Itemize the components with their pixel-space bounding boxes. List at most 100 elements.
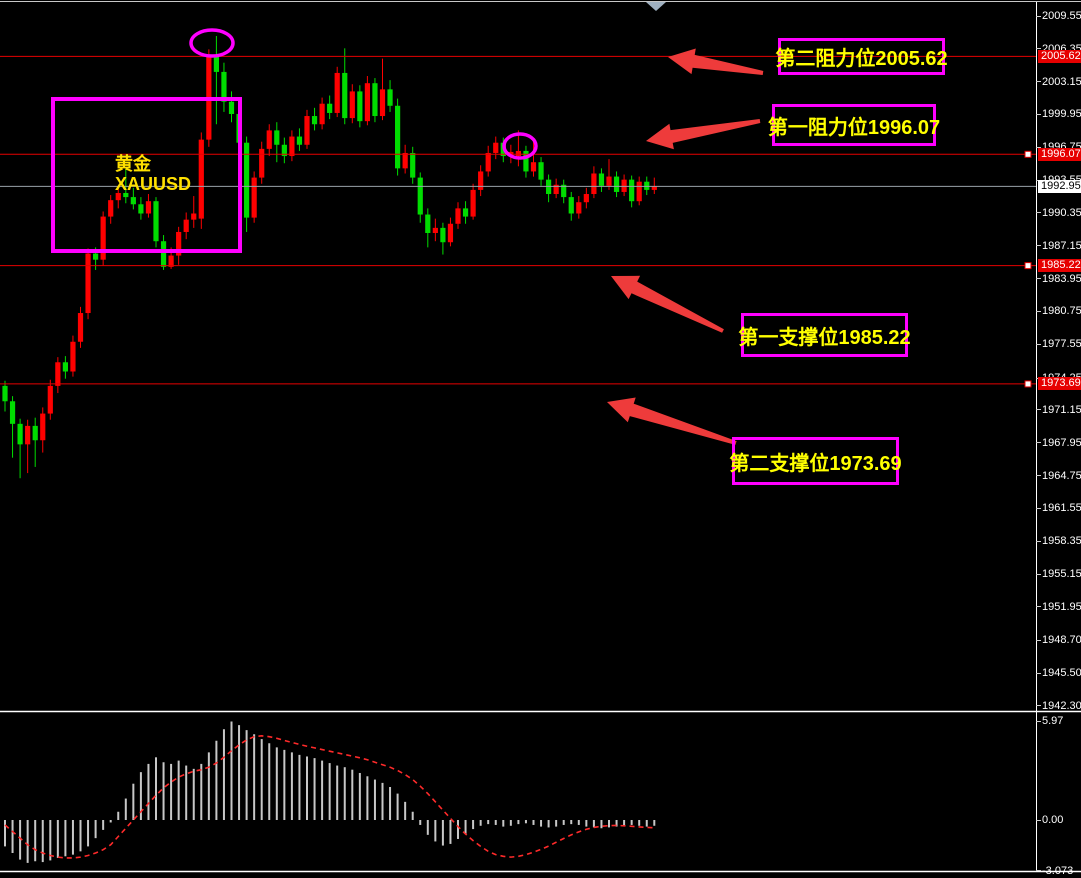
candle-up bbox=[198, 139, 204, 219]
macd-signal-line bbox=[4, 735, 655, 859]
candle-up bbox=[304, 116, 310, 145]
candle-up bbox=[530, 162, 537, 172]
candle-down bbox=[296, 136, 303, 145]
candle-up bbox=[455, 208, 461, 224]
candle-down bbox=[425, 214, 431, 233]
candle-up bbox=[432, 227, 438, 233]
candle-down bbox=[153, 201, 159, 242]
candle-up bbox=[349, 91, 355, 119]
candle-up bbox=[470, 189, 476, 217]
candle-down bbox=[2, 385, 8, 402]
label-resistance1[interactable]: 第一阻力位1996.07 bbox=[768, 104, 940, 146]
candle-up bbox=[100, 216, 106, 260]
price-axis-tick bbox=[1036, 606, 1041, 608]
macd-axis-tick-label: -3.073 bbox=[1042, 864, 1074, 877]
price-axis-tick-label: 1955.15 bbox=[1042, 568, 1081, 581]
arrow-to-resistance1[interactable] bbox=[646, 119, 761, 150]
price-axis-tick bbox=[1036, 146, 1041, 148]
macd-axis-tick bbox=[1036, 870, 1041, 872]
price-axis-tick bbox=[1036, 278, 1041, 280]
candle-up bbox=[515, 150, 521, 157]
price-axis-tick bbox=[1036, 507, 1041, 509]
candle-down bbox=[440, 227, 446, 243]
price-tag-resistance-1: 1996.07 bbox=[1038, 147, 1081, 161]
candle-up bbox=[259, 148, 265, 178]
level-handle-resistance-1[interactable] bbox=[1024, 150, 1032, 158]
price-axis-tick-label: 1948.70 bbox=[1042, 634, 1081, 647]
label-support1[interactable]: 第一支撑位1985.22 bbox=[738, 313, 911, 357]
label-resistance1-text: 第一阻力位1996.07 bbox=[767, 116, 941, 139]
candle-up bbox=[591, 173, 597, 195]
candle-down bbox=[93, 253, 99, 260]
ellipse-annotation-1[interactable] bbox=[189, 28, 235, 58]
price-axis-tick bbox=[1036, 409, 1041, 411]
candle-up bbox=[40, 413, 46, 441]
candle-up bbox=[70, 341, 76, 372]
candle-down bbox=[244, 142, 250, 218]
candle-up bbox=[485, 152, 491, 172]
price-axis-tick bbox=[1036, 639, 1041, 641]
candle-up bbox=[168, 255, 174, 267]
current-price-tag: 1992.95 bbox=[1038, 179, 1081, 193]
candle-down bbox=[221, 71, 227, 102]
candle-down bbox=[123, 192, 129, 198]
label-resistance2[interactable]: 第二阻力位2005.62 bbox=[775, 38, 948, 75]
price-tag-resistance-2: 2005.62 bbox=[1038, 49, 1081, 63]
candle-up bbox=[447, 223, 454, 243]
candle-up bbox=[636, 181, 642, 202]
candle-up bbox=[251, 177, 257, 218]
candle-down bbox=[561, 184, 567, 198]
candle-up bbox=[364, 83, 370, 122]
candle-up bbox=[108, 200, 114, 217]
candle-up bbox=[493, 142, 499, 153]
candle-down bbox=[410, 152, 416, 178]
candle-up bbox=[379, 89, 386, 117]
candle-down bbox=[644, 181, 650, 190]
candle-up bbox=[25, 425, 31, 445]
candle-down bbox=[62, 362, 68, 372]
candle-up bbox=[319, 103, 325, 125]
symbol-name-label: 黄金 bbox=[115, 154, 151, 174]
arrow-to-resistance2[interactable] bbox=[668, 48, 764, 76]
rectangle-annotation[interactable] bbox=[51, 97, 242, 253]
price-axis-tick bbox=[1036, 540, 1041, 542]
price-axis-tick bbox=[1036, 343, 1041, 345]
chart-shift-marker-icon[interactable] bbox=[646, 2, 666, 11]
arrow-to-support2[interactable] bbox=[607, 397, 737, 445]
price-axis-tick bbox=[1036, 212, 1041, 214]
candle-up bbox=[583, 194, 589, 203]
price-axis-tick-label: 1971.15 bbox=[1042, 403, 1081, 416]
arrow-to-support1[interactable] bbox=[611, 275, 724, 333]
candle-down bbox=[387, 89, 393, 106]
label-support1-text: 第一支撑位1985.22 bbox=[738, 326, 911, 349]
price-axis-tick bbox=[1036, 475, 1041, 477]
price-axis-tick bbox=[1036, 705, 1041, 707]
candle-down bbox=[213, 56, 219, 72]
candle-up bbox=[85, 253, 91, 314]
level-handle-support-1[interactable] bbox=[1024, 262, 1032, 270]
price-axis-tick-label: 1977.55 bbox=[1042, 338, 1081, 351]
candle-down bbox=[327, 103, 333, 113]
candle-up bbox=[191, 213, 197, 220]
candle-down bbox=[9, 401, 16, 424]
candle-up bbox=[266, 130, 272, 149]
candle-up bbox=[55, 362, 61, 386]
candle-down bbox=[138, 204, 144, 214]
candle-down bbox=[274, 130, 280, 145]
price-axis-tick bbox=[1036, 48, 1041, 50]
price-axis-tick-label: 1945.50 bbox=[1042, 667, 1081, 680]
label-support2[interactable]: 第二支撑位1973.69 bbox=[729, 437, 902, 485]
candle-down bbox=[160, 241, 167, 267]
ellipse-annotation-2[interactable] bbox=[502, 132, 538, 160]
price-axis-tick-label: 1987.15 bbox=[1042, 239, 1081, 252]
candle-down bbox=[32, 425, 38, 441]
symbol-code-label: XAUUSD bbox=[115, 174, 192, 194]
price-tag-support-2: 1973.69 bbox=[1038, 377, 1081, 391]
candle-up bbox=[621, 179, 627, 192]
price-axis-tick-label: 2003.15 bbox=[1042, 75, 1081, 88]
label-resistance2-text: 第二阻力位2005.62 bbox=[775, 48, 948, 70]
level-handle-support-2[interactable] bbox=[1024, 380, 1032, 388]
price-axis-tick-label: 1958.35 bbox=[1042, 535, 1081, 548]
candle-up bbox=[176, 231, 182, 256]
